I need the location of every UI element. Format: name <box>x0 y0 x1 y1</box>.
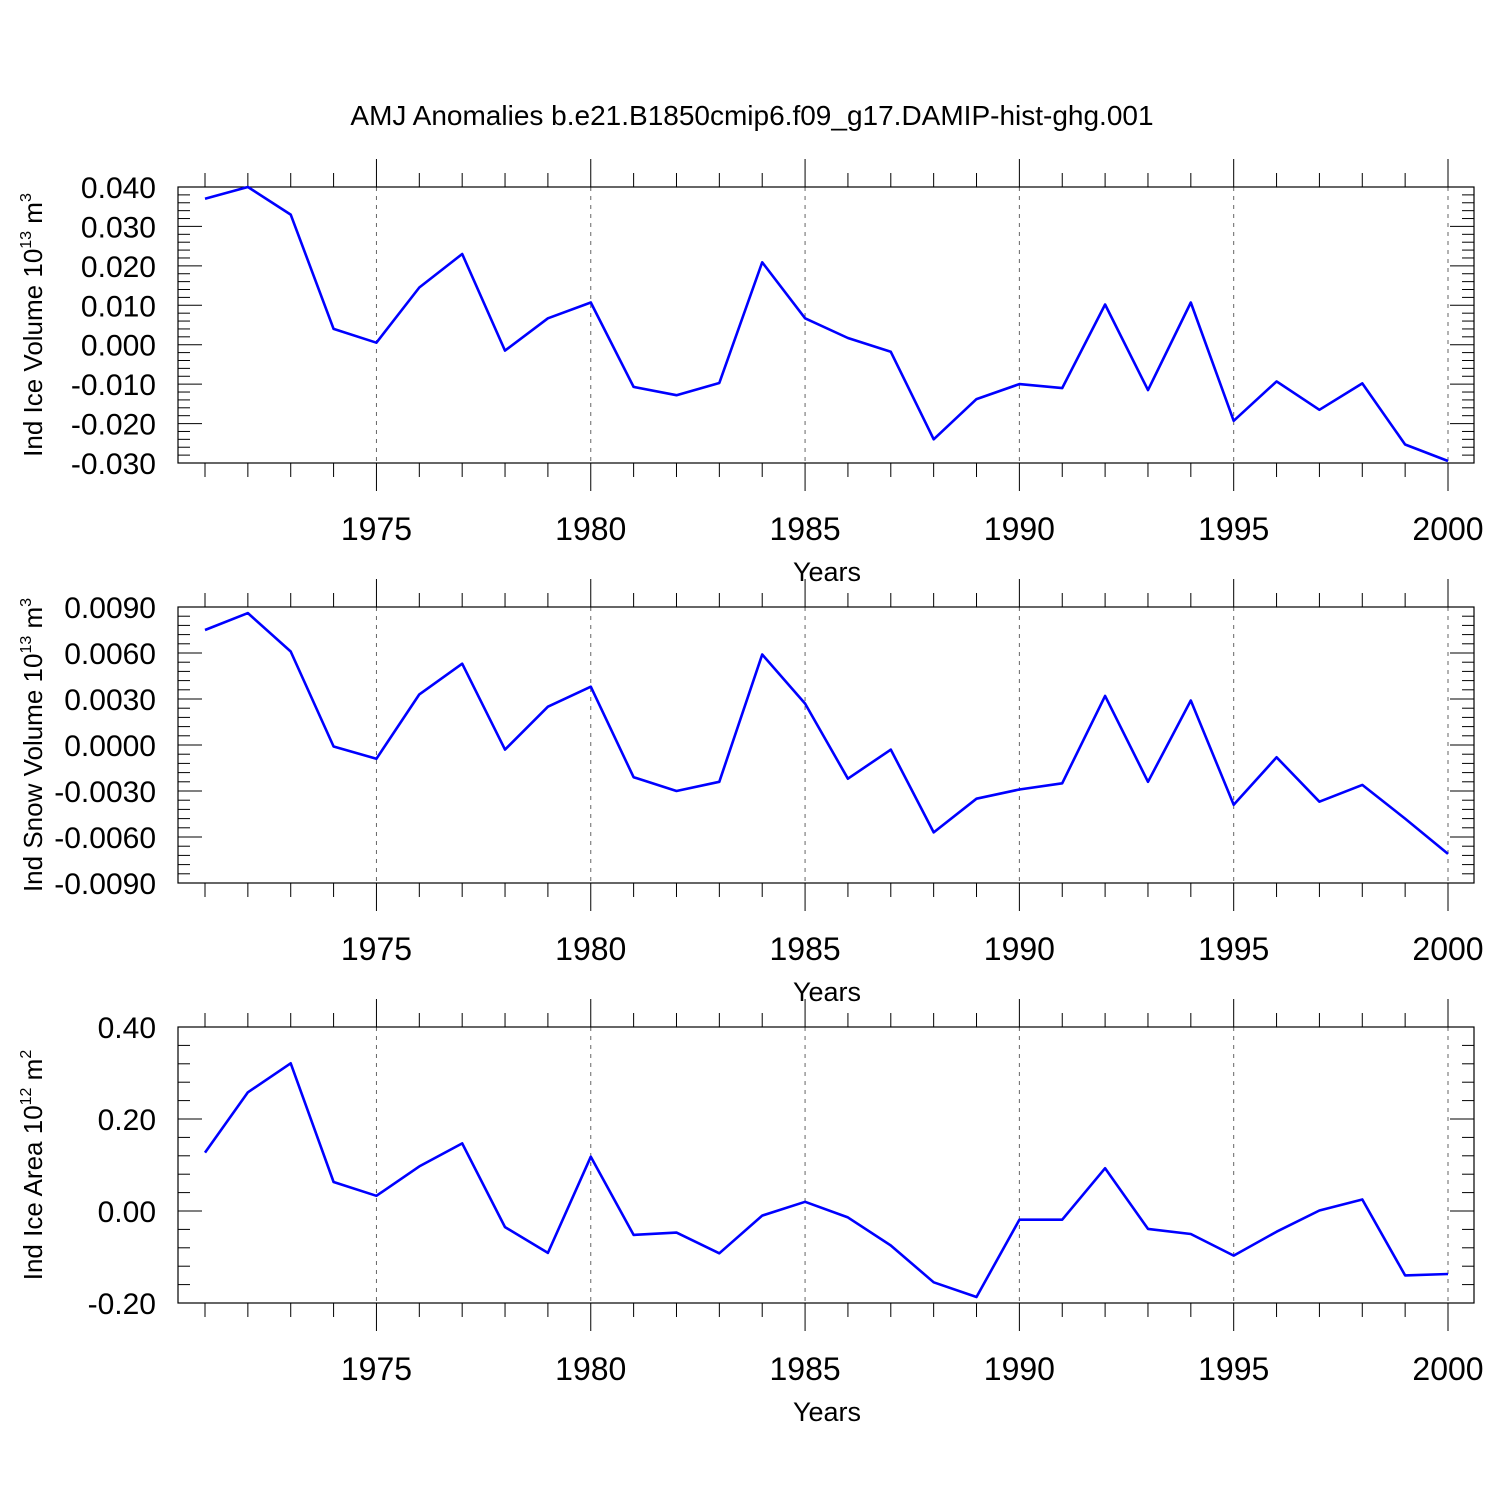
x-axis-label: Years <box>793 557 861 587</box>
panels: 1975 1980 1985 1990 1995 2000 Years -0.030 -0.02… <box>18 159 1484 1427</box>
y-tick-label: -0.0030 <box>54 776 156 809</box>
y-tick-label: -0.010 <box>71 369 156 402</box>
plot-frame <box>177 186 1475 464</box>
y-tick-label: 0.00 <box>98 1196 156 1229</box>
x-tick-label: 2000 <box>1412 1351 1483 1387</box>
y-tick-label: 0.000 <box>81 330 156 363</box>
x-axis-label: Years <box>793 1397 861 1427</box>
plot-frame <box>177 606 1475 884</box>
y-tick-label: 0.040 <box>81 172 156 205</box>
y-tick-label: 0.030 <box>81 211 156 244</box>
y-tick-label: -0.020 <box>71 409 156 442</box>
y-tick-label: -0.0060 <box>54 822 156 855</box>
series-line <box>203 1062 1449 1299</box>
y-tick-label: 0.0090 <box>64 592 156 625</box>
x-tick-label: 1995 <box>1198 1351 1269 1387</box>
x-tick-label: 1980 <box>555 1351 626 1387</box>
y-tick-label: -0.0090 <box>54 868 156 901</box>
y-tick-label: 0.010 <box>81 290 156 323</box>
chart-panel-3: 1975 1980 1985 1990 1995 2000 Years -0.20 0.00 0.… <box>18 999 1484 1427</box>
series-line <box>204 185 1449 463</box>
chart-panel-2: 1975 1980 1985 1990 1995 2000 Years -0.0090 -0.0… <box>18 579 1484 1007</box>
x-tick-label: 1985 <box>769 931 840 967</box>
y-tick-label: 0.0000 <box>64 730 156 763</box>
x-tick-label: 1995 <box>1198 511 1269 547</box>
x-tick-label: 1995 <box>1198 931 1269 967</box>
x-tick-label: 2000 <box>1412 511 1483 547</box>
x-tick-label: 1985 <box>769 511 840 547</box>
y-tick-label: -0.030 <box>71 448 156 481</box>
x-tick-label: 1975 <box>341 931 412 967</box>
x-tick-label: 1990 <box>984 511 1055 547</box>
y-tick-label: 0.0060 <box>64 638 156 671</box>
x-tick-label: 1975 <box>341 511 412 547</box>
x-tick-label: 1975 <box>341 1351 412 1387</box>
x-tick-label: 1985 <box>769 1351 840 1387</box>
x-tick-label: 1980 <box>555 511 626 547</box>
y-tick-label: 0.40 <box>98 1012 156 1045</box>
x-tick-label: 1990 <box>984 931 1055 967</box>
y-tick-label: 0.20 <box>98 1104 156 1137</box>
y-axis-label: Ind Ice Volume 1013 m3 <box>18 193 48 457</box>
series-line <box>204 611 1449 855</box>
chart-panel-1: 1975 1980 1985 1990 1995 2000 Years -0.030 -0.02… <box>18 159 1484 587</box>
y-tick-label: 0.020 <box>81 251 156 284</box>
plot-frame <box>177 1026 1475 1304</box>
x-axis-label: Years <box>793 977 861 1007</box>
chart-title: AMJ Anomalies b.e21.B1850cmip6.f09_g17.D… <box>350 100 1153 131</box>
y-axis-label: Ind Ice Area 1012 m2 <box>18 1050 48 1281</box>
y-axis-label: Ind Snow Volume 1013 m3 <box>18 598 48 892</box>
x-tick-label: 1980 <box>555 931 626 967</box>
y-tick-label: -0.20 <box>88 1288 156 1321</box>
x-tick-label: 2000 <box>1412 931 1483 967</box>
x-tick-label: 1990 <box>984 1351 1055 1387</box>
y-tick-label: 0.0030 <box>64 684 156 717</box>
